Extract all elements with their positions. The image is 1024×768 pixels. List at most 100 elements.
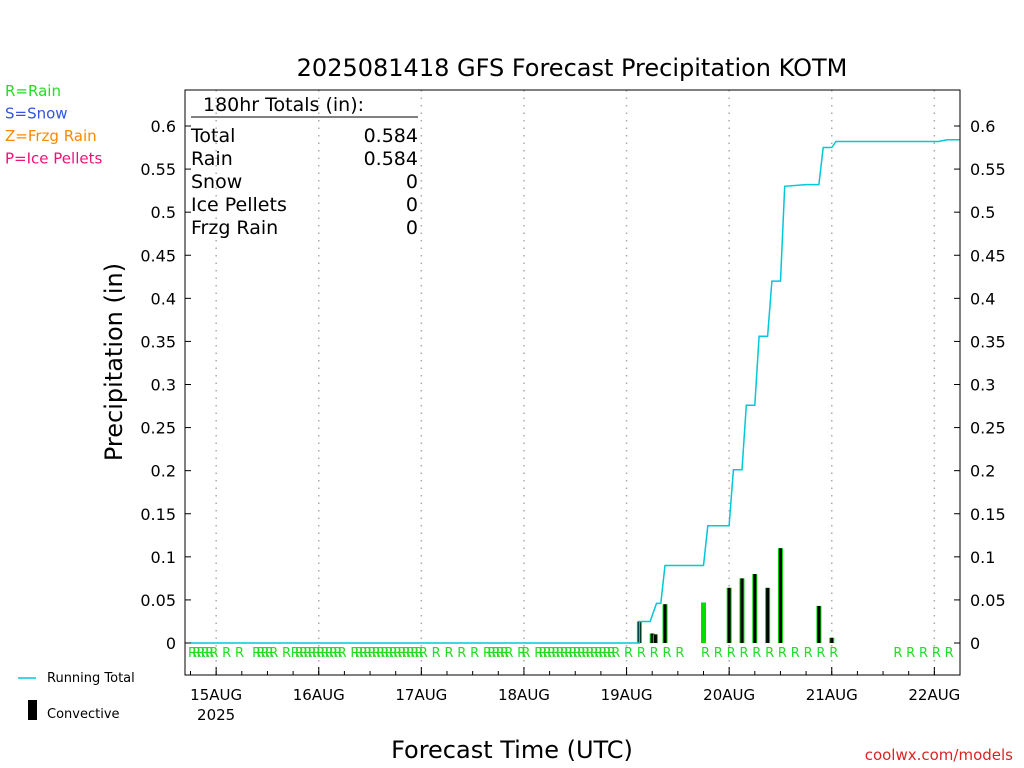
precip-type-mark: R [504, 646, 513, 661]
y-tick-label-right: 0.55 [970, 160, 1006, 179]
totals-row-value: 0.584 [364, 148, 418, 170]
precip-type-mark: R [350, 646, 359, 661]
precip-type-mark: R [252, 646, 261, 661]
precip-type-mark: R [893, 646, 902, 661]
precip-type-mark: R [197, 646, 206, 661]
precip-type-mark: R [791, 646, 800, 661]
y-tick-label-left: 0.6 [151, 117, 176, 136]
y-axis-label: Precipitation (in) [100, 263, 128, 461]
precip-type-mark: R [299, 646, 308, 661]
precip-type-mark: R [568, 646, 577, 661]
precip-type-mark: R [581, 646, 590, 661]
precip-type-mark: R [517, 646, 526, 661]
y-tick-label-right: 0.15 [970, 505, 1006, 524]
precip-type-mark: R [675, 646, 684, 661]
y-tick-label-left: 0.5 [151, 203, 176, 222]
totals-row-value: 0 [406, 194, 418, 216]
precip-type-mark: R [543, 646, 552, 661]
precip-type-mark: R [393, 646, 402, 661]
precip-type-mark: R [397, 646, 406, 661]
precip-type-mark: R [560, 646, 569, 661]
y-tick-label-right: 0.05 [970, 591, 1006, 610]
precip-type-mark: R [492, 646, 501, 661]
y-tick-label-left: 0.15 [140, 505, 176, 524]
precip-type-mark: R [295, 646, 304, 661]
y-tick-label-left: 0.1 [151, 548, 176, 567]
precip-type-mark: R [598, 646, 607, 661]
series-legend: Running Total Convective [18, 671, 135, 722]
precip-type-mark: R [389, 646, 398, 661]
precip-type-mark: R [586, 646, 595, 661]
chart-title: 2025081418 GFS Forecast Precipitation KO… [297, 54, 848, 82]
y-tick-label-right: 0.6 [970, 117, 995, 136]
precip-type-mark: R [201, 646, 210, 661]
precip-legend-entry: R=Rain [5, 82, 61, 100]
precip-type-mark: R [650, 646, 659, 661]
precip-type-legend: R=Rain S=Snow Z=Frzg Rain P=Ice Pellets [5, 82, 102, 168]
precip-type-mark: R [192, 646, 201, 661]
precip-type-mark: R [316, 646, 325, 661]
y-tick-label-right: 0.2 [970, 462, 995, 481]
totals-header: 180hr Totals (in): [203, 94, 364, 116]
totals-row-value: 0 [406, 217, 418, 239]
precip-type-mark: R [804, 646, 813, 661]
precip-type-mark: R [778, 646, 787, 661]
precip-type-mark: R [419, 646, 428, 661]
totals-row-label: Frzg Rain [191, 217, 278, 239]
precip-type-mark: R [906, 646, 915, 661]
precip-type-mark: R [410, 646, 419, 661]
y-tick-label-right: 0.3 [970, 376, 995, 395]
precip-type-mark: R [380, 646, 389, 661]
precip-type-mark: R [222, 646, 231, 661]
precip-type-mark: R [496, 646, 505, 661]
totals-row-label: Snow [191, 171, 242, 193]
x-tick-label: 22AUG [908, 686, 960, 704]
precip-type-mark: R [363, 646, 372, 661]
precip-type-mark: R [637, 646, 646, 661]
convective-bar [663, 604, 667, 643]
precip-type-mark: R [265, 646, 274, 661]
convective-bar [727, 587, 731, 643]
precip-type-mark: R [919, 646, 928, 661]
y-tick-label-left: 0.3 [151, 376, 176, 395]
convective-bar [817, 605, 821, 643]
precip-type-mark: R [607, 646, 616, 661]
precip-type-mark: R [359, 646, 368, 661]
convective-bar [778, 548, 782, 643]
precip-type-mark: R [415, 646, 424, 661]
convective-bar [740, 578, 744, 643]
x-tick-sublabel: 2025 [197, 706, 235, 724]
y-tick-label-left: 0.25 [140, 419, 176, 438]
watermark: coolwx.com/models [865, 746, 1013, 764]
precip-type-mark: R [483, 646, 492, 661]
x-tick-label: 15AUG [190, 686, 242, 704]
precip-type-mark: R [714, 646, 723, 661]
convective-bar [650, 633, 654, 643]
precip-type-mark: R [577, 646, 586, 661]
precip-type-mark: R [701, 646, 710, 661]
precip-type-mark: R [432, 646, 441, 661]
convective-bar [653, 634, 657, 643]
precip-type-mark: R [816, 646, 825, 661]
precip-type-mark: R [269, 646, 278, 661]
precip-type-mark: R [329, 646, 338, 661]
running-total-line [190, 139, 960, 644]
precip-type-mark: R [444, 646, 453, 661]
precip-type-mark: R [406, 646, 415, 661]
precip-type-mark: R [765, 646, 774, 661]
plot-frame [184, 89, 961, 676]
y-tick-label-right: 0.25 [970, 419, 1006, 438]
convective-bar [766, 587, 770, 643]
precip-type-mark: R [333, 646, 342, 661]
y-tick-label-left: 0.45 [140, 246, 176, 265]
precip-type-mark: R [534, 646, 543, 661]
precip-type-mark: R [521, 646, 530, 661]
precip-type-mark: R [261, 646, 270, 661]
x-axis-label: Forecast Time (UTC) [391, 736, 633, 764]
precip-type-mark: R [551, 646, 560, 661]
y-tick-label-left: 0.4 [151, 289, 176, 308]
y-tick-label-right: 0.45 [970, 246, 1006, 265]
precip-type-mark: R [932, 646, 941, 661]
series-legend-entry: Convective [47, 707, 120, 722]
precip-type-mark: R [470, 646, 479, 661]
